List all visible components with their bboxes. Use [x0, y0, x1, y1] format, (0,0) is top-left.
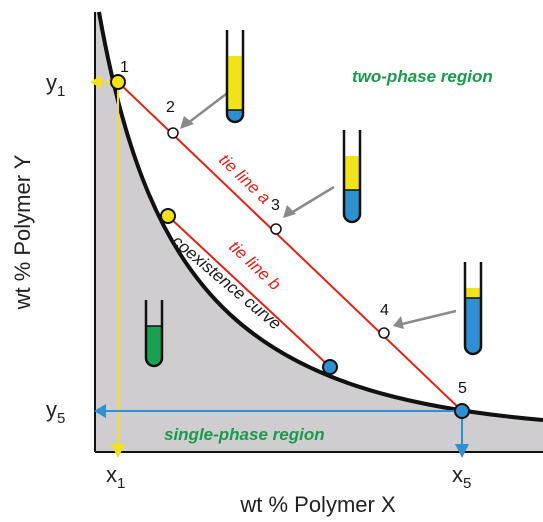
point-2-label: 2	[166, 99, 175, 116]
y1-tick-label: y1	[46, 70, 65, 100]
point-2-marker	[167, 127, 179, 139]
point-4-label: 4	[380, 302, 389, 319]
single-phase-region-label: single-phase region	[164, 425, 325, 444]
arrow-to-point-4	[393, 309, 457, 329]
tube-single-phase	[144, 300, 164, 368]
point-1-label: 1	[120, 59, 129, 76]
y5-tick-label: y5	[46, 397, 65, 427]
tube-point-4	[463, 262, 483, 356]
point-4-marker	[378, 327, 390, 339]
x1-tick-label: x1	[106, 462, 125, 492]
x5-tick-label: x5	[452, 462, 471, 492]
x1-arrowhead	[111, 444, 125, 458]
tie-line-b-blue-end	[322, 359, 338, 375]
x5-arrowhead	[455, 444, 469, 458]
tube-point-2	[225, 30, 245, 124]
tie-line-a-label: tie line a	[215, 150, 274, 207]
tie-line-b	[167, 215, 331, 368]
y1-arrowhead	[90, 75, 102, 89]
coexistence-curve	[97, 11, 543, 422]
two-phase-region-label: two-phase region	[352, 67, 493, 86]
point-5-label: 5	[458, 380, 467, 397]
x-axis-title: wt % Polymer X	[239, 492, 396, 517]
y5-arrowhead	[94, 404, 106, 418]
tie-line-b-yellow-end	[160, 208, 176, 224]
y-axis-title: wt % Polymer Y	[10, 154, 35, 310]
point-3-label: 3	[271, 197, 280, 214]
arrow-to-point-3	[283, 185, 335, 218]
single-phase-area	[95, 12, 543, 452]
point-1-marker	[110, 74, 126, 90]
tube-point-3	[342, 130, 362, 224]
point-3-marker	[270, 223, 282, 235]
point-5-marker	[454, 403, 470, 419]
